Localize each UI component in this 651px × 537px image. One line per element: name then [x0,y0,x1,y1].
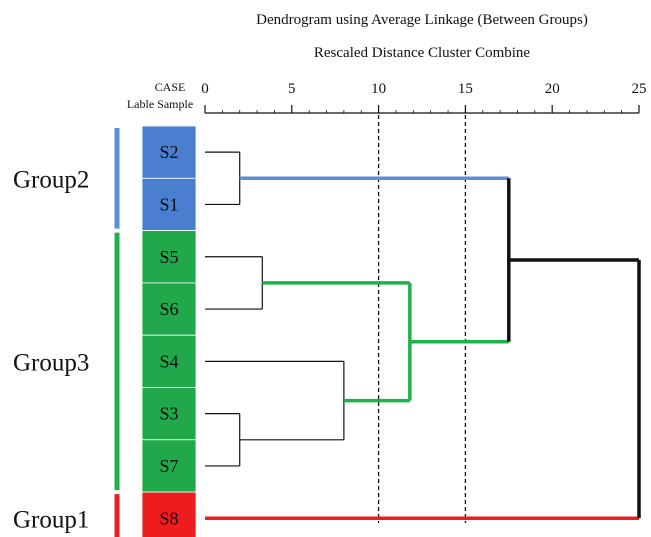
figure-subtitle: Rescaled Distance Cluster Combine [314,45,531,61]
sample-label: S7 [159,456,178,476]
sample-box [141,491,197,537]
sample-box [141,282,197,336]
sample-box [141,230,197,284]
group-bars: Group2 Group3 Group1 [13,128,120,537]
sample-label: S1 [159,194,178,214]
group-label: Group3 [13,349,89,376]
axis-tick-label: 15 [458,81,473,97]
sample-label: S4 [159,351,178,371]
sample-box [141,177,197,232]
distance-axis: 0 5 10 15 20 25 [201,81,647,114]
sample-label: S3 [159,404,178,424]
axis-tick-label: 5 [288,81,296,97]
sample-box [141,334,197,388]
axis-tick-label: 25 [632,81,647,97]
sample-label: S8 [159,508,178,528]
sample-boxes: S2 S1 S5 S6 S4 S3 S7 S8 [141,125,197,537]
sample-label: S5 [159,247,178,267]
axis-tick-label: 0 [201,81,209,97]
sample-box [141,439,197,493]
sample-box [141,387,197,441]
axis-tick-label: 10 [371,81,386,97]
figure-title: Dendrogram using Average Linkage (Betwee… [256,12,588,28]
sample-label: S2 [159,142,178,162]
axis-tick-label: 20 [545,81,560,97]
group-label: Group2 [13,166,89,193]
dendrogram-branches [205,151,641,520]
sample-box [141,125,197,179]
label-sample-header: Lable Sample [127,97,193,111]
reference-lines [377,115,467,523]
sample-label: S6 [159,299,178,319]
case-header: CASE [155,80,186,94]
group-label: Group1 [13,506,89,533]
